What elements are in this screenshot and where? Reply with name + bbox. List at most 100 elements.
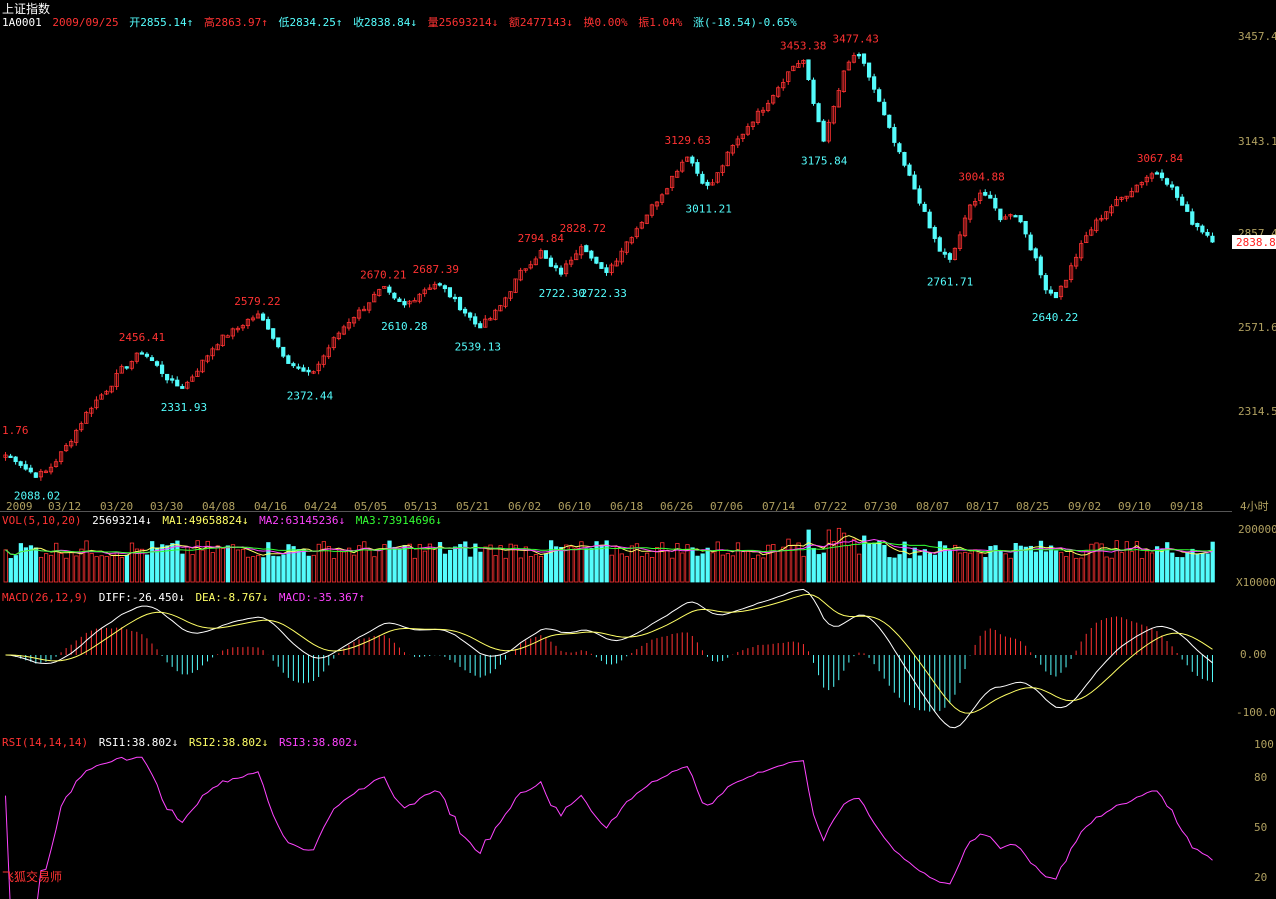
volume-bar xyxy=(902,541,907,583)
candle-body xyxy=(1114,199,1119,207)
macd-axis-tick: -100.0 xyxy=(1236,706,1276,719)
candle-body xyxy=(149,357,155,362)
volume-bar xyxy=(1190,548,1195,583)
volume-bar xyxy=(185,546,190,583)
candle-body xyxy=(1154,172,1160,175)
candle-body xyxy=(225,335,230,338)
price-high-label: 2687.39 xyxy=(413,263,459,276)
volume-bar xyxy=(538,556,544,583)
volume-bar xyxy=(554,546,559,583)
candle-body xyxy=(281,346,286,357)
candle-body xyxy=(64,445,69,452)
volume-bar xyxy=(998,550,1003,583)
date-axis-tick: 06/26 xyxy=(660,500,693,513)
candle-body xyxy=(144,353,150,357)
volume-bar xyxy=(377,549,382,583)
volume-bar xyxy=(1134,541,1140,583)
volume-bar xyxy=(660,542,665,583)
candle-body xyxy=(705,181,710,186)
volume-bar xyxy=(1104,556,1109,583)
volume-bar xyxy=(18,543,23,583)
macd-dea: DEA:-8.767↓ xyxy=(195,591,269,604)
candle-body xyxy=(1018,215,1023,223)
volume-bar xyxy=(84,540,89,583)
volume-bar xyxy=(927,553,933,583)
candle-body xyxy=(1038,256,1043,276)
volume-bar xyxy=(973,549,978,583)
volume-bar xyxy=(1008,557,1013,583)
candle-body xyxy=(973,201,978,206)
candle-body xyxy=(513,278,518,293)
candle-body xyxy=(296,366,301,369)
price-axis-tick: 3457.4 xyxy=(1238,30,1276,43)
candle-body xyxy=(518,269,523,281)
volume-bar xyxy=(64,557,69,583)
volume-bar xyxy=(826,529,832,583)
candle-body xyxy=(543,250,548,259)
volume-bar xyxy=(1175,556,1180,583)
candle-body xyxy=(498,305,503,312)
volume-bar xyxy=(316,543,321,583)
price-low-label: 2372.44 xyxy=(287,389,334,402)
volume-bar xyxy=(685,544,690,583)
quote-turnover: 换0.00% xyxy=(583,16,628,29)
candle-body xyxy=(937,237,942,252)
candle-body xyxy=(442,285,447,290)
volume-bar xyxy=(468,556,473,583)
volume-bar xyxy=(877,540,882,583)
candle-body xyxy=(1200,225,1205,233)
quote-amount: 额2477143↓ xyxy=(508,16,573,29)
volume-bar xyxy=(301,548,306,583)
rsi-axis-tick: 50 xyxy=(1254,821,1267,834)
volume-bar xyxy=(286,544,291,583)
volume-bar xyxy=(1185,551,1190,583)
price-axis-tick: 3143.1 xyxy=(1238,135,1276,148)
candle-body xyxy=(700,173,705,184)
quote-volume: 量25693214↓ xyxy=(427,16,499,29)
volume-bar xyxy=(1124,541,1129,583)
candle-body xyxy=(1159,172,1165,179)
volume-bar xyxy=(437,542,443,583)
date-axis-tick: 04/16 xyxy=(254,500,287,513)
volume-bar xyxy=(937,541,943,583)
volume-bar xyxy=(498,545,503,583)
candle-body xyxy=(538,250,543,259)
volume-bar xyxy=(326,546,332,583)
macd-header: MACD(26,12,9) DIFF:-26.450↓ DEA:-8.767↓ … xyxy=(2,591,369,604)
candle-body xyxy=(947,253,952,260)
current-price-label: 2838.8 xyxy=(1236,236,1276,249)
volume-bar xyxy=(629,545,635,583)
candle-body xyxy=(927,211,932,229)
volume-bar xyxy=(331,558,337,583)
volume-bar xyxy=(210,552,215,583)
price-high-label: 2670.21 xyxy=(360,268,406,281)
volume-bar xyxy=(761,557,766,583)
volume-bar xyxy=(811,547,816,583)
price-high-label: 2794.84 xyxy=(518,232,565,245)
candle-body xyxy=(488,318,493,321)
volume-bar xyxy=(392,546,397,583)
candle-body xyxy=(407,300,412,305)
date-axis-tick: 08/25 xyxy=(1016,500,1049,513)
candle-body xyxy=(715,172,720,183)
candle-body xyxy=(1023,220,1028,235)
candle-body xyxy=(609,264,614,274)
volume-bar xyxy=(781,546,786,583)
volume-bar xyxy=(705,547,710,583)
volume-bar xyxy=(1210,541,1215,583)
candle-body xyxy=(74,429,79,443)
candle-body xyxy=(1190,211,1195,225)
candle-body xyxy=(831,106,836,124)
index-code: 1A0001 xyxy=(2,16,42,29)
candle-body xyxy=(584,245,589,253)
candle-body xyxy=(3,454,8,458)
volume-bar xyxy=(382,544,387,583)
date-axis-tick: 07/30 xyxy=(864,500,897,513)
candle-body xyxy=(1109,206,1114,214)
volume-bar xyxy=(1160,548,1165,583)
volume-bar xyxy=(276,556,281,583)
volume-bar xyxy=(1059,551,1064,583)
candle-body xyxy=(286,355,291,364)
candle-body xyxy=(730,145,735,154)
